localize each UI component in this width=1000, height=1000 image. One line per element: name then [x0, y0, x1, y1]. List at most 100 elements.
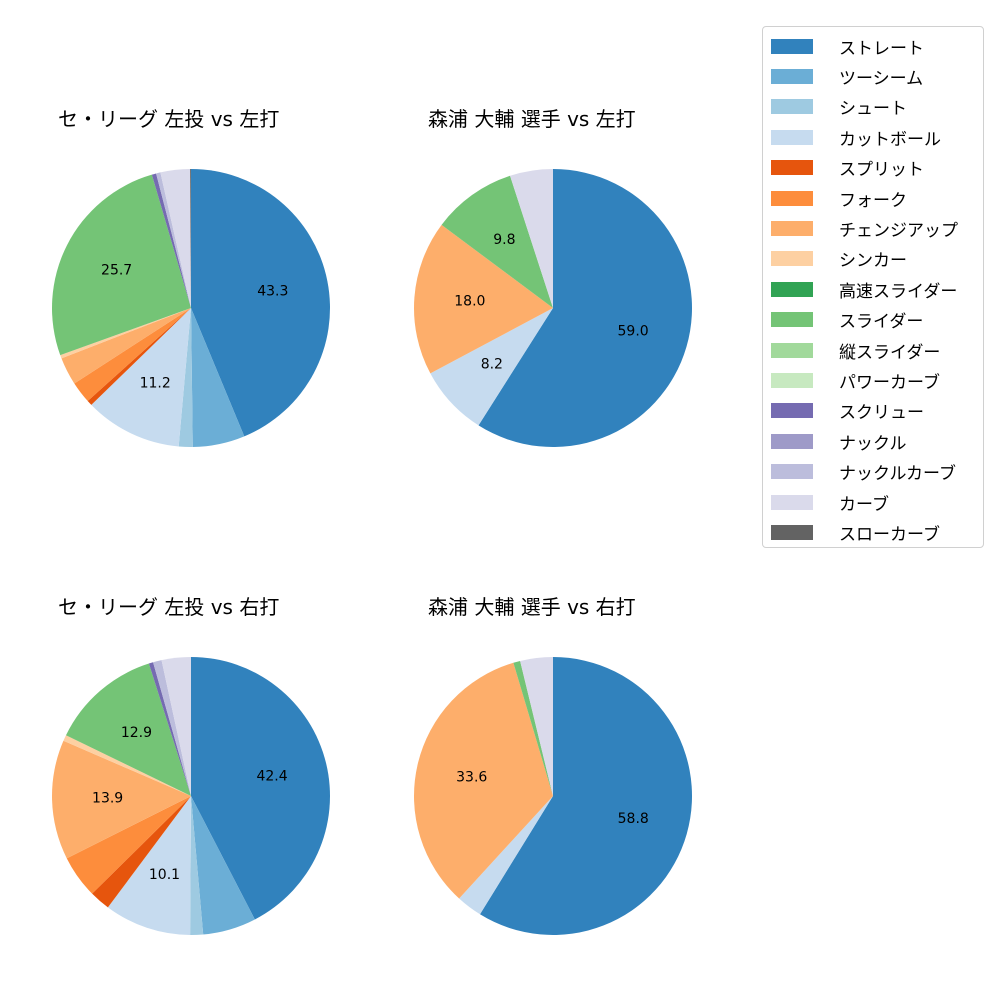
pie-slice-label: 43.3 — [257, 284, 288, 300]
legend: ストレート ツーシーム シュート カットボール スプリット フォーク チェンジアップ シンカー… — [762, 26, 984, 548]
pie-slice — [510, 169, 553, 308]
pie-slice — [156, 172, 191, 308]
legend-item: シュート — [771, 96, 907, 120]
legend-swatch — [771, 494, 813, 510]
legend-swatch — [771, 190, 813, 206]
legend-item: フォーク — [771, 187, 907, 211]
pie-slice — [66, 796, 191, 894]
pie-slice-label: 11.2 — [140, 375, 171, 391]
legend-item: カットボール — [771, 126, 941, 150]
legend-label: フォーク — [839, 190, 907, 211]
pie-slice — [191, 308, 245, 447]
legend-item: カーブ — [771, 491, 889, 515]
pie-slice — [191, 657, 331, 920]
chart-title-moriura-vs-left: 森浦 大輔 選手 vs 左打 — [428, 107, 636, 131]
pie-slice — [414, 224, 553, 374]
legend-item: ナックルカーブ — [771, 461, 956, 485]
pie-slice — [520, 657, 553, 796]
pie-slice — [430, 308, 553, 426]
pie-slice — [92, 796, 191, 908]
legend-swatch — [771, 251, 813, 267]
pie-slice — [178, 308, 193, 447]
legend-item: 縦スライダー — [771, 339, 941, 363]
legend-label: スローカーブ — [839, 524, 940, 545]
pie-slice — [91, 308, 191, 447]
pie-slice — [441, 175, 553, 308]
pie-slice — [478, 169, 692, 447]
pie-slice — [190, 796, 204, 935]
legend-swatch — [771, 38, 813, 54]
legend-swatch — [771, 129, 813, 145]
pie-slice — [513, 660, 553, 796]
legend-swatch — [771, 342, 813, 358]
pie-slice — [190, 169, 191, 308]
legend-item: スプリット — [771, 157, 924, 181]
legend-label: ナックルカーブ — [839, 464, 956, 485]
legend-item: ナックル — [771, 430, 907, 454]
legend-swatch — [771, 372, 813, 388]
pie-slice — [61, 308, 191, 384]
pie-slice — [191, 796, 255, 935]
legend-label: 縦スライダー — [839, 342, 941, 363]
pie-slice-label: 58.8 — [618, 811, 649, 827]
legend-label: シンカー — [839, 251, 907, 272]
legend-label: カットボール — [839, 129, 941, 150]
pie-slice — [191, 169, 331, 437]
pie-slice — [459, 796, 553, 915]
legend-swatch — [771, 99, 813, 115]
pie-slice — [148, 662, 191, 796]
legend-label: カーブ — [839, 494, 889, 515]
legend-swatch — [771, 68, 813, 84]
pie-slice — [107, 796, 191, 935]
pie-slice — [153, 660, 191, 796]
legend-swatch — [771, 220, 813, 236]
chart-title-moriura-vs-right: 森浦 大輔 選手 vs 右打 — [428, 595, 636, 619]
pie-slice-label: 12.9 — [121, 725, 152, 741]
pie-slice-label: 59.0 — [618, 323, 649, 339]
legend-swatch — [771, 464, 813, 480]
pie-slice-label: 25.7 — [101, 262, 132, 278]
legend-label: スライダー — [839, 312, 924, 333]
legend-item: チェンジアップ — [771, 217, 958, 241]
legend-label: 高速スライダー — [839, 281, 958, 302]
legend-label: スプリット — [839, 160, 924, 181]
legend-label: ツーシーム — [839, 68, 924, 89]
pie-slice — [480, 657, 692, 935]
legend-label: パワーカーブ — [839, 372, 940, 393]
legend-item: スローカーブ — [771, 521, 940, 545]
pie-slice — [161, 657, 191, 796]
legend-swatch — [771, 160, 813, 176]
pie-slice — [74, 308, 191, 402]
legend-item: 高速スライダー — [771, 278, 958, 302]
legend-label: シュート — [839, 99, 907, 120]
pie-slice — [51, 174, 191, 356]
legend-item: パワーカーブ — [771, 369, 940, 393]
pie-slice-label: 9.8 — [493, 232, 515, 248]
legend-item: ツーシーム — [771, 65, 924, 89]
pie-slice — [51, 740, 192, 859]
pie-slice — [87, 308, 191, 405]
legend-swatch — [771, 403, 813, 419]
pie-slice — [160, 169, 191, 308]
pie-slice — [63, 735, 191, 796]
pie-slice — [60, 308, 192, 359]
chart-title-league-vs-right: セ・リーグ 左投 vs 右打 — [58, 595, 280, 619]
pie-slice-label: 10.1 — [149, 867, 180, 883]
pie-slice-label: 42.4 — [256, 768, 287, 784]
legend-label: チェンジアップ — [839, 220, 958, 241]
legend-item: シンカー — [771, 248, 907, 272]
legend-item: スライダー — [771, 309, 924, 333]
pie-slice — [413, 662, 553, 899]
chart-title-league-vs-left: セ・リーグ 左投 vs 左打 — [58, 107, 280, 131]
pie-slice-label: 18.0 — [454, 294, 485, 310]
legend-label: ナックル — [839, 433, 907, 454]
legend-swatch — [771, 433, 813, 449]
pie-slice — [151, 173, 191, 308]
legend-swatch — [771, 524, 813, 540]
pie-slice-label: 33.6 — [456, 769, 487, 785]
legend-swatch — [771, 312, 813, 328]
